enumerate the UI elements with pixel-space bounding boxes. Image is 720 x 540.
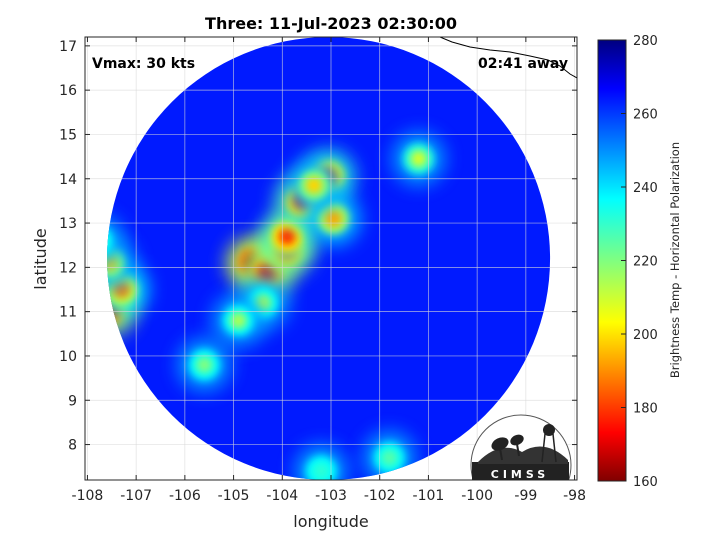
y-tick-label: 9	[68, 393, 77, 409]
x-tick-label: -107	[120, 488, 152, 504]
colorbar-tick-label: 240	[633, 181, 658, 196]
colorbar-label: Brightness Temp - Horizontal Polarizatio…	[668, 142, 682, 378]
cloud-core	[410, 150, 427, 168]
x-tick-label: -103	[315, 488, 347, 504]
y-tick-label: 11	[59, 305, 77, 321]
y-tick-label: 8	[68, 438, 77, 454]
cloud-core	[305, 177, 323, 194]
x-tick-labels: -108 -107 -106 -105 -104 -103 -102 -101 -100 -99 -…	[72, 488, 586, 504]
logo-tower-leg-2	[552, 433, 557, 463]
cloud-core	[312, 462, 330, 480]
y-tick-label: 15	[59, 127, 77, 143]
logo-dish-1-stand	[499, 447, 503, 461]
y-tick-label: 13	[59, 216, 77, 232]
logo-text: CIMSS	[491, 468, 549, 481]
x-axis-label: longitude	[293, 512, 368, 531]
cloud-core	[325, 210, 342, 227]
logo-tower-leg-1	[541, 433, 546, 463]
logo-tower-top	[543, 424, 555, 436]
logo-dish-2	[510, 434, 524, 446]
x-tick-label: -102	[364, 488, 396, 504]
y-tick-label: 16	[59, 83, 77, 99]
vmax-annotation: Vmax: 30 kts	[92, 56, 195, 72]
tick-marks	[85, 37, 577, 480]
colorbar-tick-label: 200	[633, 328, 658, 343]
colorbar-tick-label: 280	[633, 34, 658, 49]
cloud-core	[278, 228, 296, 245]
x-tick-label: -100	[461, 488, 493, 504]
swath-disk	[107, 37, 551, 480]
x-tick-label: -105	[218, 488, 250, 504]
colorbar: 160 180 200 220 240 260 280 Brightness Temp - …	[597, 34, 682, 490]
time-away-annotation: 02:41 away	[478, 56, 568, 72]
cold-cloud-features	[107, 132, 446, 480]
logo-dish-1	[491, 437, 509, 451]
colorbar-tick-label: 220	[633, 255, 658, 270]
logo-hill	[472, 462, 569, 480]
logo-dish-2-stand	[516, 443, 520, 457]
cloud-halo	[107, 213, 124, 268]
cimss-logo: CIMSS	[470, 414, 572, 481]
colorbar-ticks: 160 180 200 220 240 260 280	[621, 34, 658, 490]
y-axis-label: latitude	[31, 228, 50, 289]
chart-title: Three: 11-Jul-2023 02:30:00	[205, 14, 457, 33]
x-tick-label: -106	[169, 488, 201, 504]
x-tick-label: -101	[413, 488, 445, 504]
x-tick-label: -104	[266, 488, 298, 504]
y-tick-label: 10	[59, 349, 77, 365]
colorbar-tick-label: 180	[633, 402, 658, 417]
gridlines	[85, 37, 577, 480]
colorbar-tick-label: 260	[633, 108, 658, 123]
y-tick-labels: 8 9 10 11 12 13 14 15 16 17	[59, 39, 77, 454]
cloud-core	[230, 312, 247, 329]
cloud-core	[196, 356, 213, 374]
cloud-core	[381, 449, 398, 467]
x-tick-label: -98	[563, 488, 586, 504]
swath-layer	[107, 37, 551, 480]
y-tick-label: 17	[59, 39, 77, 55]
x-tick-label: -108	[72, 488, 104, 504]
x-tick-label: -99	[514, 488, 537, 504]
coastline	[439, 37, 577, 79]
y-tick-label: 14	[59, 172, 77, 188]
y-tick-label: 12	[59, 260, 77, 276]
colorbar-tick-label: 160	[633, 475, 658, 490]
